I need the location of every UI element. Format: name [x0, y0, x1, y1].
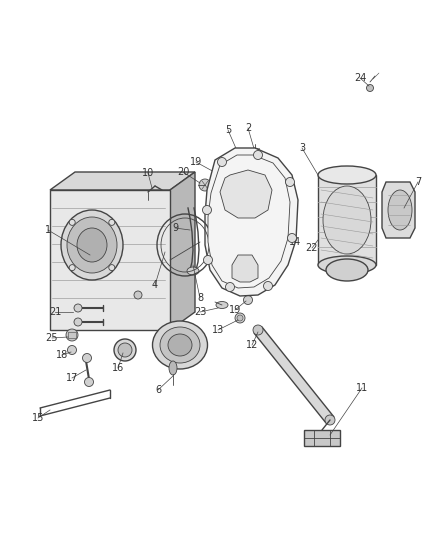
Ellipse shape [202, 206, 212, 214]
Text: 2: 2 [245, 123, 251, 133]
Ellipse shape [69, 264, 75, 271]
Text: 20: 20 [177, 167, 189, 177]
Text: 17: 17 [66, 373, 78, 383]
Text: 16: 16 [112, 363, 124, 373]
Text: 14: 14 [289, 237, 301, 247]
Ellipse shape [287, 233, 297, 243]
Ellipse shape [109, 264, 115, 271]
Ellipse shape [66, 329, 78, 341]
Ellipse shape [237, 315, 243, 321]
Ellipse shape [235, 313, 245, 323]
Ellipse shape [187, 267, 199, 275]
Ellipse shape [253, 325, 263, 335]
Text: 11: 11 [356, 383, 368, 393]
Ellipse shape [272, 256, 284, 268]
Ellipse shape [236, 151, 244, 159]
Text: 1: 1 [45, 225, 51, 235]
Ellipse shape [85, 377, 93, 386]
Polygon shape [318, 175, 376, 265]
Polygon shape [232, 255, 258, 282]
Text: 19: 19 [190, 157, 202, 167]
Ellipse shape [160, 327, 200, 363]
Ellipse shape [67, 345, 77, 354]
Ellipse shape [318, 256, 376, 274]
Text: 23: 23 [194, 307, 206, 317]
Ellipse shape [216, 302, 228, 309]
Ellipse shape [244, 295, 252, 304]
Polygon shape [170, 172, 195, 330]
Text: 24: 24 [354, 73, 366, 83]
Ellipse shape [318, 166, 376, 184]
Ellipse shape [169, 361, 177, 375]
Ellipse shape [367, 85, 374, 92]
Ellipse shape [152, 321, 208, 369]
Ellipse shape [264, 281, 272, 290]
Ellipse shape [204, 255, 212, 264]
Text: 19: 19 [229, 305, 241, 315]
Polygon shape [205, 148, 298, 296]
Ellipse shape [199, 179, 211, 191]
Text: 5: 5 [225, 125, 231, 135]
Ellipse shape [134, 291, 142, 299]
Ellipse shape [168, 334, 192, 356]
Ellipse shape [74, 304, 82, 312]
Ellipse shape [82, 353, 92, 362]
Ellipse shape [323, 186, 371, 254]
Text: 25: 25 [46, 333, 58, 343]
Ellipse shape [218, 157, 226, 166]
Polygon shape [50, 190, 170, 330]
Text: 21: 21 [49, 307, 61, 317]
Ellipse shape [388, 190, 412, 230]
Text: 8: 8 [197, 293, 203, 303]
Text: 10: 10 [142, 168, 154, 178]
Ellipse shape [118, 343, 132, 357]
Ellipse shape [114, 339, 136, 361]
Ellipse shape [272, 222, 284, 234]
Polygon shape [220, 170, 272, 218]
Ellipse shape [251, 148, 259, 156]
Ellipse shape [286, 177, 294, 187]
Polygon shape [50, 172, 195, 190]
Ellipse shape [74, 318, 82, 326]
Text: 18: 18 [56, 350, 68, 360]
Polygon shape [208, 155, 290, 288]
Ellipse shape [69, 220, 75, 225]
Ellipse shape [226, 282, 234, 292]
Text: 9: 9 [172, 223, 178, 233]
Ellipse shape [61, 210, 123, 280]
Text: 15: 15 [32, 413, 44, 423]
Ellipse shape [77, 228, 107, 262]
Ellipse shape [109, 220, 115, 225]
Ellipse shape [325, 415, 335, 425]
Polygon shape [254, 327, 334, 423]
Ellipse shape [213, 171, 223, 180]
Text: 6: 6 [155, 385, 161, 395]
Ellipse shape [326, 259, 368, 281]
Text: 7: 7 [415, 177, 421, 187]
Polygon shape [304, 430, 340, 446]
Text: 13: 13 [212, 325, 224, 335]
Text: 3: 3 [299, 143, 305, 153]
Polygon shape [382, 182, 415, 238]
Text: 4: 4 [152, 280, 158, 290]
Ellipse shape [254, 150, 262, 159]
Ellipse shape [67, 217, 117, 273]
Text: 12: 12 [246, 340, 258, 350]
Text: 22: 22 [306, 243, 318, 253]
